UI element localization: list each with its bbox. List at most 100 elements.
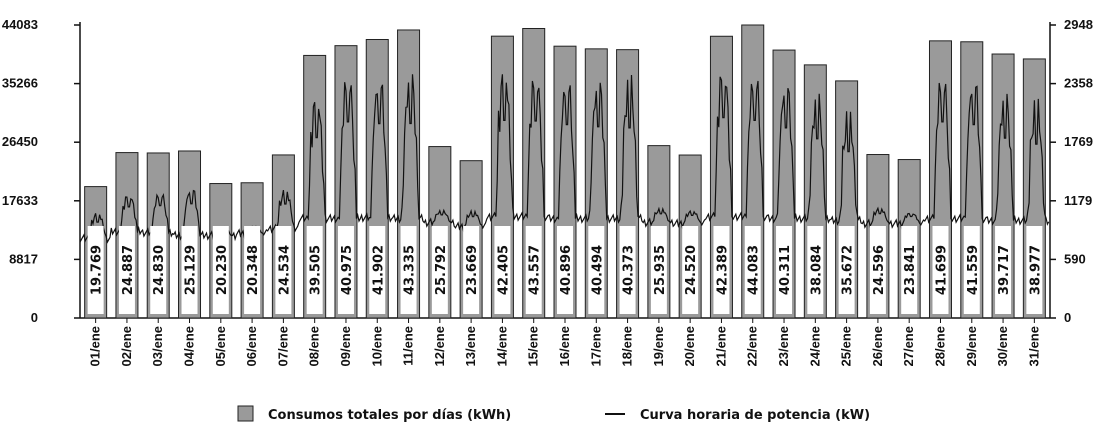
value-label-box	[244, 226, 261, 314]
value-label: 40.311	[778, 245, 793, 295]
x-tick-label: 21/ene	[713, 326, 728, 366]
power-curve-group	[79, 74, 1050, 244]
value-label: 42.389	[715, 245, 730, 295]
value-label-box	[87, 226, 104, 314]
value-label-box	[212, 226, 229, 314]
x-tick-label: 11/ene	[401, 326, 416, 366]
value-label-box	[744, 226, 761, 314]
right-tick-label: 1769	[1064, 134, 1093, 149]
value-label-box	[807, 226, 824, 314]
right-tick-label: 590	[1064, 251, 1086, 266]
axes: 0 8817 17633 26450 35266 44083 0 590 1179 1769 235…	[2, 17, 1093, 366]
legend-label-bars: Consumos totales por días (kWh)	[268, 408, 511, 423]
value-label-box	[869, 226, 886, 314]
x-tick-label: 03/ene	[150, 326, 165, 366]
value-label: 41.902	[371, 245, 386, 295]
value-label: 20.230	[215, 245, 230, 295]
value-label: 39.505	[309, 245, 324, 295]
value-label: 25.129	[184, 245, 199, 295]
value-label: 24.887	[121, 245, 136, 295]
value-label-box	[588, 226, 605, 314]
x-tick-label: 23/ene	[776, 326, 791, 366]
x-tick-label: 28/ene	[932, 326, 947, 366]
value-label: 25.935	[653, 245, 668, 295]
left-tick-label: 44083	[2, 17, 38, 32]
value-label-box	[463, 226, 480, 314]
x-tick-label: 08/ene	[307, 326, 322, 366]
value-label-box	[713, 226, 730, 314]
x-tick-label: 17/ene	[588, 326, 603, 366]
value-label-box	[369, 226, 386, 314]
right-tick-label: 0	[1064, 310, 1071, 325]
left-tick-label: 26450	[2, 134, 38, 149]
left-tick-label: 0	[31, 310, 38, 325]
value-label-box	[963, 226, 980, 314]
value-label-box	[995, 226, 1012, 314]
value-label-box	[776, 226, 793, 314]
x-tick-label: 24/ene	[807, 326, 822, 366]
right-tick-label: 2358	[1064, 76, 1093, 91]
value-label: 40.373	[622, 245, 637, 295]
value-label: 43.557	[528, 245, 543, 295]
right-tick-label: 2948	[1064, 17, 1093, 32]
x-tick-label: 09/ene	[338, 326, 353, 366]
value-label: 41.699	[934, 245, 949, 295]
left-tick-label: 35266	[2, 76, 38, 91]
value-label: 42.405	[496, 245, 511, 295]
x-tick-label: 12/ene	[432, 326, 447, 366]
value-label-box	[682, 226, 699, 314]
left-tick-label: 17633	[2, 193, 38, 208]
value-label-box	[525, 226, 542, 314]
value-label: 20.348	[246, 245, 261, 295]
x-tick-label: 31/ene	[1026, 326, 1041, 366]
value-label-box	[650, 226, 667, 314]
value-label: 23.669	[465, 245, 480, 295]
value-label: 44.083	[747, 245, 762, 295]
value-label-box	[1026, 226, 1043, 314]
x-tick-label: 14/ene	[494, 326, 509, 366]
value-label-box	[306, 226, 323, 314]
value-label-box	[838, 226, 855, 314]
value-label-box	[118, 226, 135, 314]
value-label: 41.559	[966, 245, 981, 295]
value-label-box	[901, 226, 918, 314]
value-label-box	[557, 226, 573, 314]
x-tick-label: 27/ene	[901, 326, 916, 366]
left-tick-label: 8817	[9, 251, 38, 266]
value-label-box	[400, 226, 417, 314]
value-label: 23.841	[903, 245, 918, 295]
value-label: 38.084	[809, 245, 824, 295]
value-label: 40.494	[590, 245, 605, 295]
x-tick-label: 13/ene	[463, 326, 478, 366]
legend-swatch-bars	[237, 405, 254, 422]
x-tick-label: 04/ene	[182, 326, 197, 366]
value-label-box	[181, 226, 198, 314]
value-label-box	[494, 226, 511, 314]
value-label-box	[431, 226, 448, 314]
value-label: 35.672	[841, 245, 856, 295]
value-label-box	[619, 226, 636, 314]
x-tick-label: 30/ene	[995, 326, 1010, 366]
x-tick-label: 20/ene	[682, 326, 697, 366]
value-label-box	[337, 226, 354, 314]
value-label: 25.792	[434, 245, 449, 295]
value-label: 24.830	[152, 245, 167, 295]
x-tick-label: 16/ene	[557, 326, 572, 366]
legend-label-line: Curva horaria de potencia (kW)	[640, 408, 870, 423]
x-tick-label: 18/ene	[620, 326, 635, 366]
legend: Consumos totales por días (kWh) Curva ho…	[237, 405, 870, 423]
x-tick-label: 05/ene	[213, 326, 228, 366]
value-label-box	[150, 226, 167, 314]
power-curve-line	[79, 74, 1050, 244]
right-tick-label: 1179	[1064, 193, 1092, 208]
x-tick-label: 25/ene	[839, 326, 854, 366]
value-label-box	[275, 226, 292, 314]
value-labels-group: 19.769 24.887 24.830 25.129 20.230 20.348 24.5…	[87, 226, 1043, 314]
value-label: 24.534	[277, 245, 292, 295]
x-tick-label: 06/ene	[244, 326, 259, 366]
value-label: 38.977	[1028, 245, 1043, 295]
x-tick-label: 02/ene	[119, 326, 134, 366]
value-label: 24.520	[684, 245, 699, 295]
x-tick-label: 07/ene	[275, 326, 290, 366]
